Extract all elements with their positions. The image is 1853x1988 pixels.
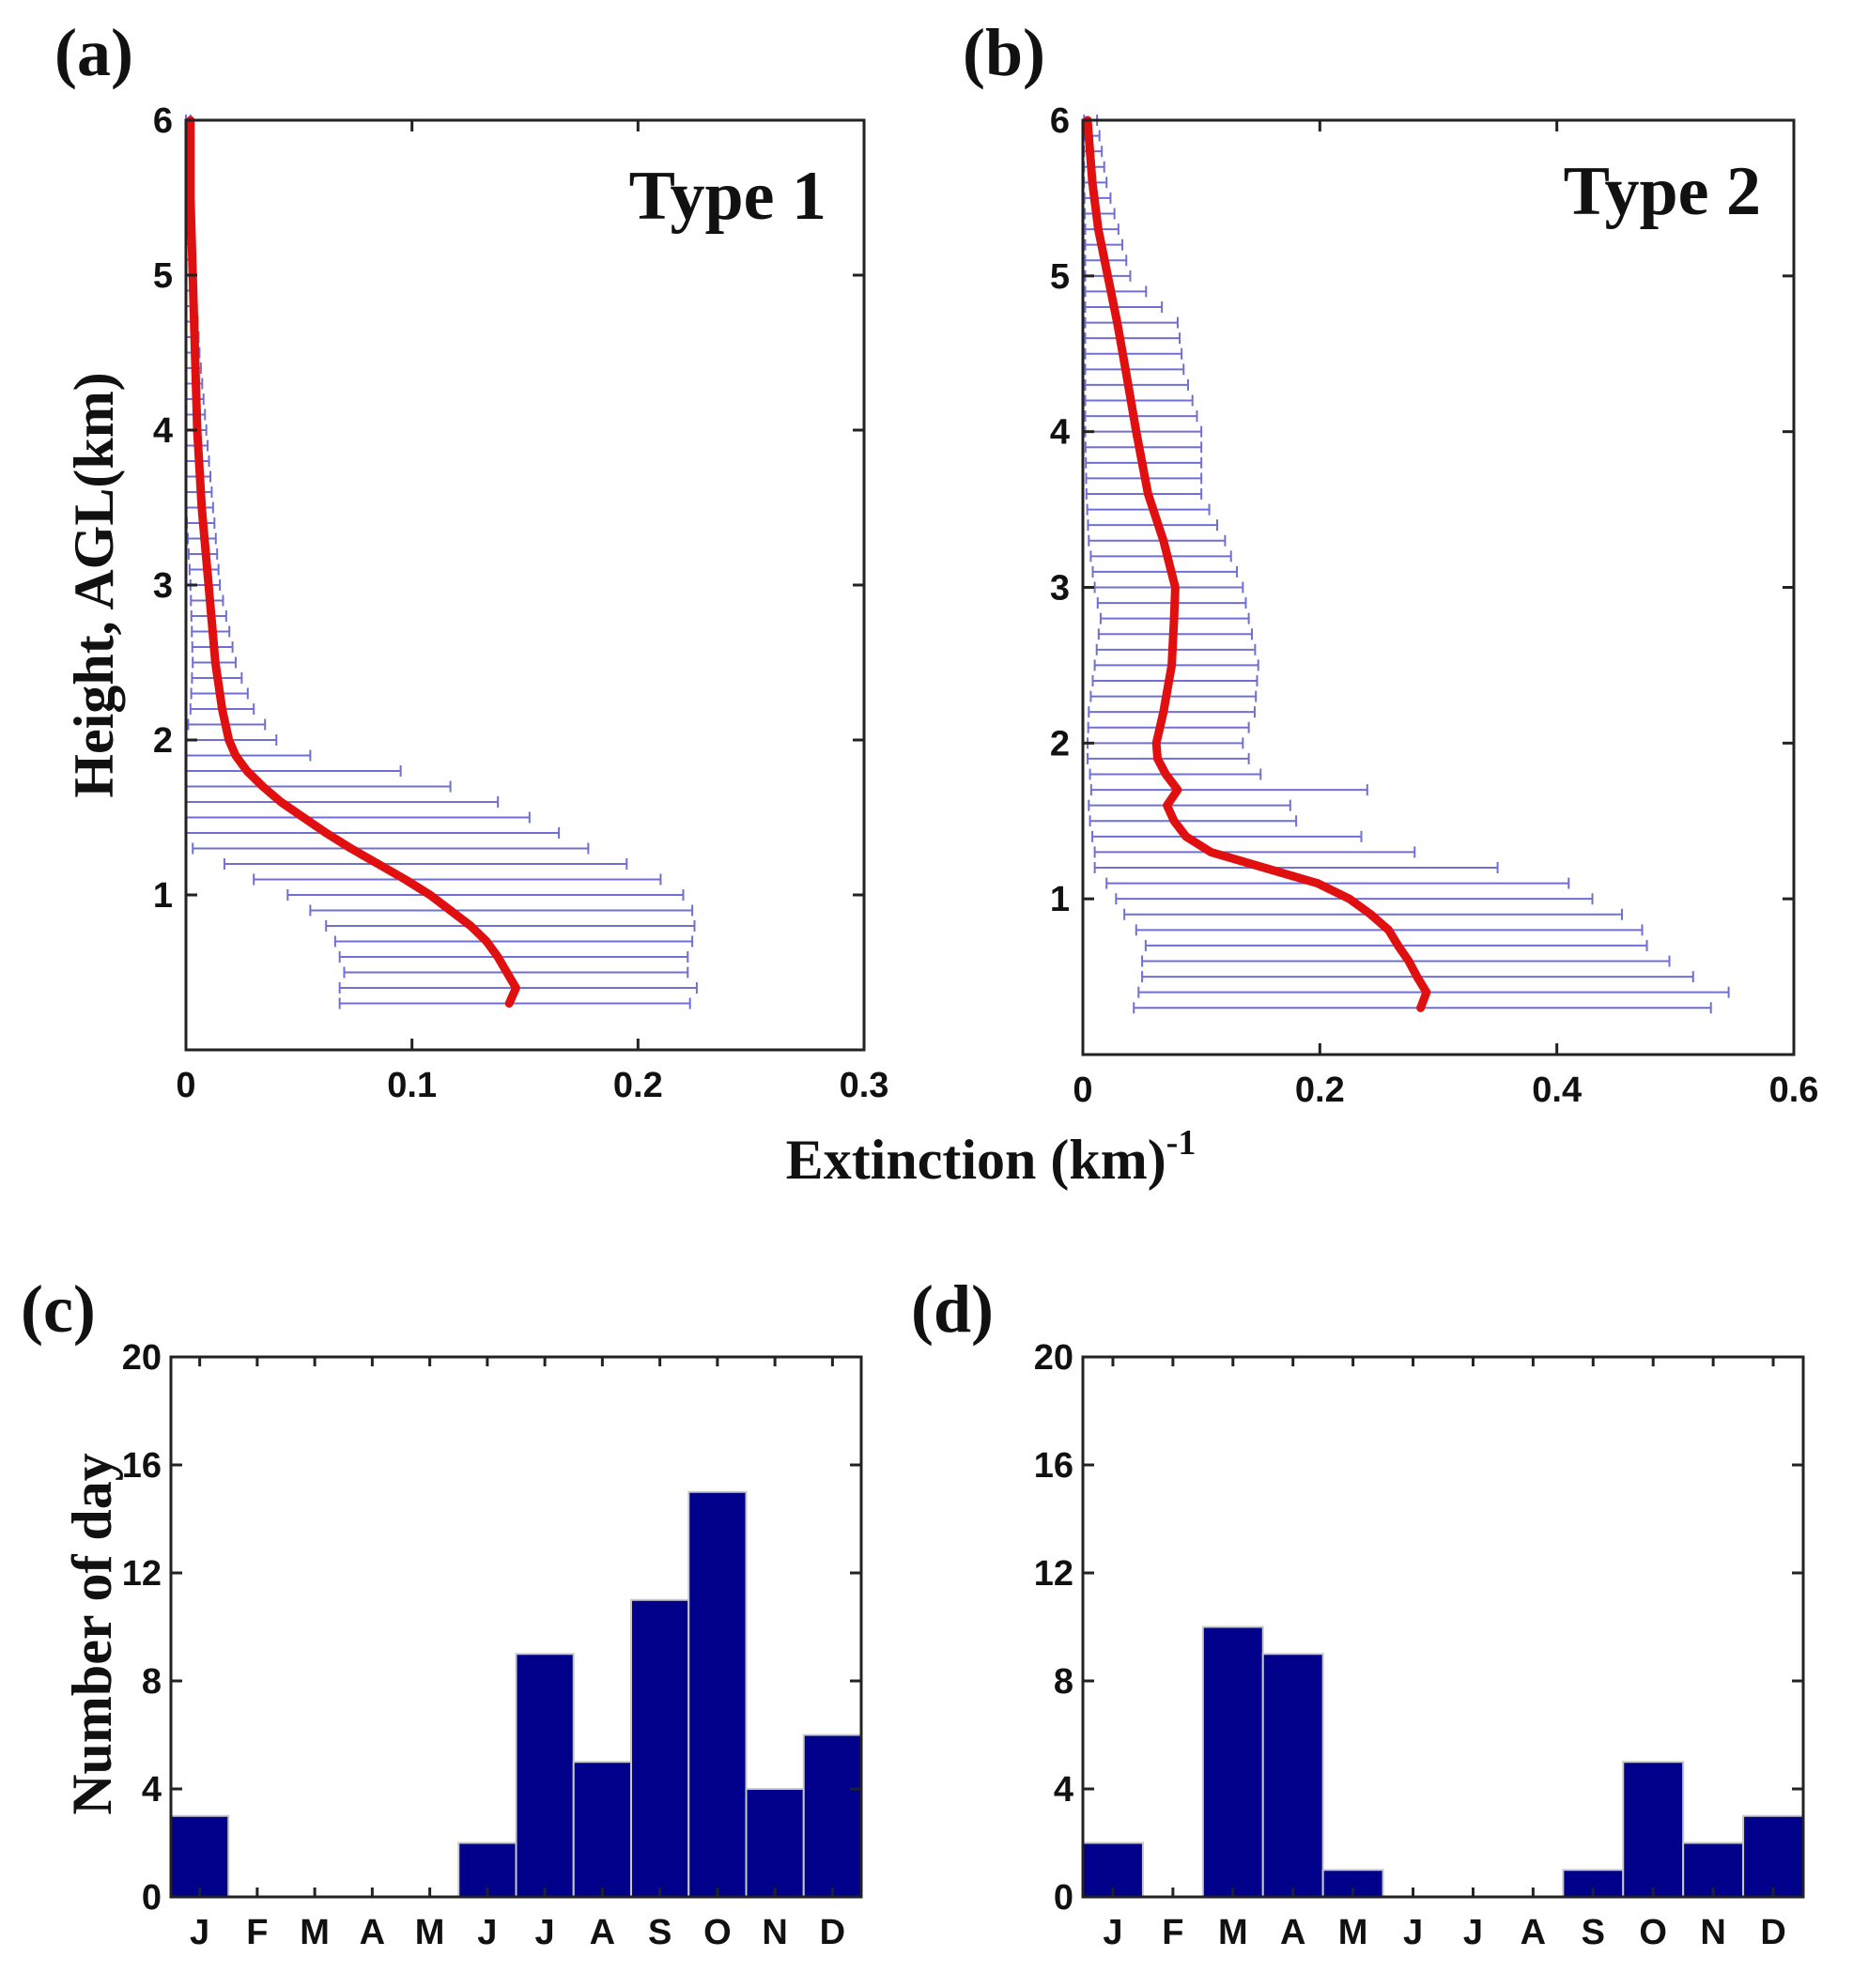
d-y-tick-label: 20 — [1034, 1338, 1073, 1378]
c-bar — [745, 1788, 805, 1898]
d-x-tick-label: N — [1700, 1913, 1725, 1952]
extinction-x-axis-title: Extinction (km)-1 — [786, 1123, 1197, 1191]
b-x-tick-label: 0.2 — [1295, 1071, 1345, 1110]
a-x-tick-label: 0.1 — [387, 1066, 437, 1105]
d-x-tick-label: M — [1338, 1913, 1368, 1952]
b-y-tick-label: 1 — [1050, 880, 1070, 919]
c-x-tick-label: M — [300, 1913, 330, 1952]
panel-c-bars — [170, 1490, 862, 1898]
b-y-tick-label: 6 — [1050, 101, 1070, 141]
panel-a-profile-chart: (a) 0 0.1 0.2 0.3 1 2 3 4 5 6 Type 1 Height, AGL(… — [54, 15, 888, 1105]
panel-b-error-bars — [1083, 115, 1730, 1014]
d-x-tick-label: A — [1521, 1913, 1546, 1952]
c-x-tick-label: D — [820, 1913, 845, 1952]
panel-c-frame — [169, 1355, 863, 1899]
d-x-tick-label: A — [1280, 1913, 1305, 1952]
a-y-tick-label: 3 — [153, 566, 173, 606]
c-y-tick-label: 12 — [122, 1554, 162, 1594]
panel-a-y-axis-title: Height, AGL(km) — [63, 372, 125, 797]
d-y-tick-label: 12 — [1034, 1554, 1073, 1594]
panel-d-bars — [1082, 1626, 1805, 1898]
panel-label-a: (a) — [54, 15, 133, 90]
a-x-tick-label: 0 — [176, 1066, 195, 1105]
c-y-tick-label: 0 — [142, 1878, 162, 1918]
d-x-tick-label: J — [1103, 1913, 1122, 1952]
a-y-tick-label: 5 — [153, 256, 173, 296]
d-x-tick-label: S — [1582, 1913, 1605, 1952]
panel-label-d: (d) — [911, 1271, 994, 1347]
d-x-tick-label: J — [1403, 1913, 1423, 1952]
extinction-x-axis-title-text: Extinction (km) — [786, 1129, 1166, 1191]
a-y-tick-label: 6 — [153, 101, 173, 141]
c-x-tick-label: J — [535, 1913, 555, 1952]
a-y-tick-label: 1 — [153, 876, 173, 916]
c-y-tick-label: 8 — [142, 1662, 162, 1702]
panel-label-b: (b) — [963, 15, 1045, 90]
d-bar — [1201, 1626, 1264, 1898]
panel-a-ticks: 0 0.1 0.2 0.3 1 2 3 4 5 6 — [153, 101, 889, 1105]
c-bar — [515, 1653, 575, 1898]
b-y-tick-label: 4 — [1050, 413, 1070, 453]
d-x-tick-label: M — [1218, 1913, 1248, 1952]
a-y-tick-label: 4 — [153, 411, 173, 451]
c-x-tick-label: O — [703, 1913, 732, 1952]
c-x-tick-label: A — [360, 1913, 385, 1952]
c-y-tick-label: 16 — [122, 1446, 162, 1486]
panel-b-mean-profile-line — [1083, 116, 1431, 1012]
d-y-tick-label: 16 — [1034, 1446, 1073, 1486]
b-x-tick-label: 0 — [1073, 1071, 1092, 1110]
c-bar — [170, 1814, 230, 1898]
panel-d-frame — [1081, 1355, 1805, 1899]
c-x-tick-label: N — [762, 1913, 787, 1952]
c-x-tick-label: J — [190, 1913, 209, 1952]
d-x-tick-label: F — [1162, 1913, 1183, 1952]
c-x-tick-label: A — [590, 1913, 615, 1952]
d-x-tick-label: D — [1760, 1913, 1785, 1952]
c-y-tick-label: 20 — [122, 1338, 162, 1378]
c-bar — [687, 1490, 748, 1898]
a-x-tick-label: 0.2 — [613, 1066, 663, 1105]
b-y-tick-label: 5 — [1050, 257, 1070, 297]
extinction-x-axis-title-superscript: -1 — [1166, 1123, 1197, 1163]
b-y-tick-label: 2 — [1050, 724, 1070, 763]
d-bar — [1261, 1653, 1324, 1898]
panel-c-y-axis-title: Number of day — [61, 1453, 123, 1815]
a-x-tick-label: 0.3 — [840, 1066, 889, 1105]
d-x-tick-label: J — [1463, 1913, 1483, 1952]
b-x-tick-label: 0.6 — [1769, 1071, 1819, 1110]
c-bar — [572, 1761, 632, 1898]
c-x-tick-label: M — [415, 1913, 445, 1952]
d-y-tick-label: 8 — [1054, 1662, 1073, 1702]
c-x-tick-label: F — [246, 1913, 268, 1952]
c-x-tick-label: S — [648, 1913, 672, 1952]
c-bar — [802, 1734, 862, 1898]
panel-b-profile-chart: (b) 0 0.2 0.4 0.6 1 2 3 4 5 6 Type 2 — [963, 15, 1818, 1110]
panel-a-type-label: Type 1 — [629, 158, 826, 235]
panel-label-c: (c) — [21, 1271, 96, 1347]
panel-b-ticks: 0 0.2 0.4 0.6 1 2 3 4 5 6 — [1050, 101, 1819, 1110]
d-y-tick-label: 4 — [1054, 1770, 1073, 1810]
panel-b-type-label: Type 2 — [1564, 153, 1761, 230]
c-y-tick-label: 4 — [142, 1770, 162, 1810]
c-x-tick-label: J — [477, 1913, 497, 1952]
c-bar — [630, 1598, 690, 1898]
b-y-tick-label: 3 — [1050, 569, 1070, 609]
panel-a-error-bars — [185, 115, 698, 1009]
panel-a-mean-profile-line — [186, 116, 520, 1008]
d-bar — [1742, 1814, 1805, 1898]
d-x-tick-label: O — [1639, 1913, 1667, 1952]
b-x-tick-label: 0.4 — [1532, 1071, 1582, 1110]
d-y-tick-label: 0 — [1054, 1878, 1073, 1918]
a-y-tick-label: 2 — [153, 721, 173, 761]
d-bar — [1622, 1761, 1685, 1898]
